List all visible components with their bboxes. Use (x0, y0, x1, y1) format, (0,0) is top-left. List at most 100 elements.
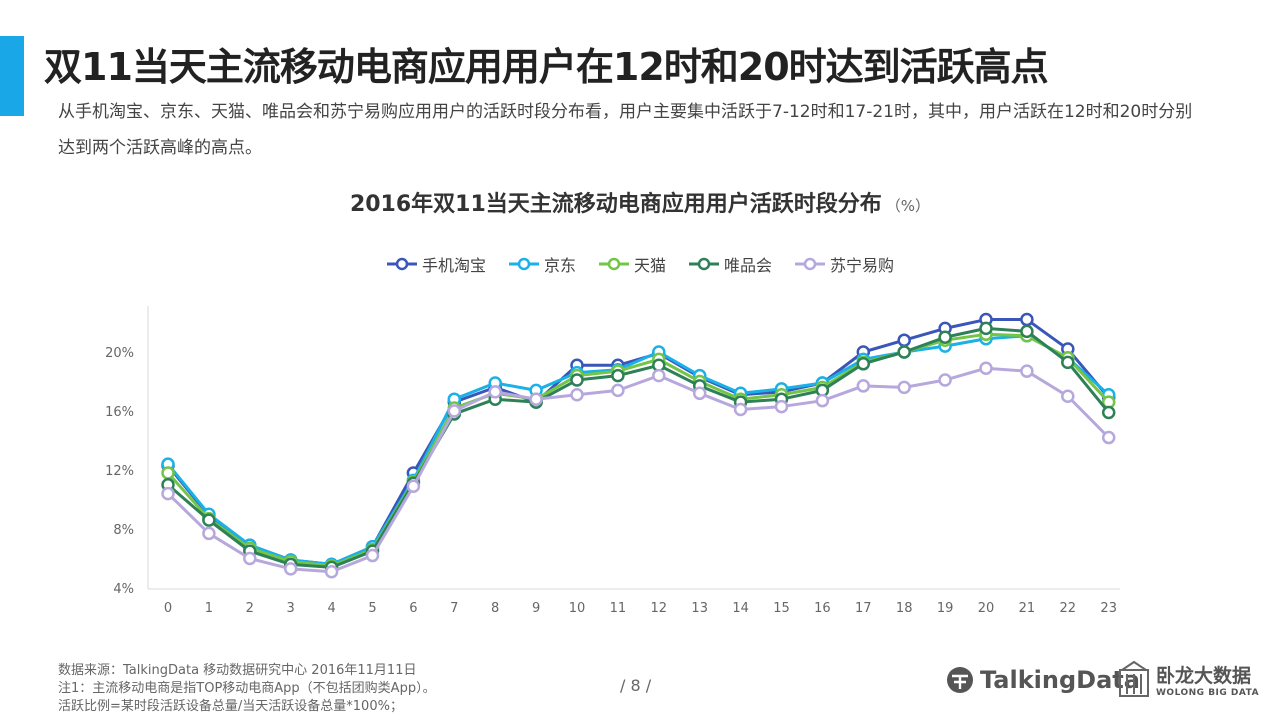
y-tick-label: 20% (105, 346, 134, 361)
data-point (897, 380, 911, 395)
x-tick-label: 18 (896, 601, 913, 616)
footer-note-1: 注1：主流移动电商是指TOP移动电商App（不包括团购类App）。 (58, 681, 436, 696)
data-point (856, 379, 871, 393)
wolong-logo: 卧龙大数据 WOLONG BIG DATA (1118, 660, 1259, 698)
talkingdata-logo: TalkingData (946, 666, 1140, 694)
legend-label: 苏宁易购 (830, 256, 895, 275)
data-point (1061, 389, 1075, 403)
data-point (815, 393, 830, 408)
chart-unit: （%） (885, 197, 931, 215)
series-line (166, 332, 1110, 568)
legend-swatch (689, 257, 719, 271)
data-point (979, 321, 993, 336)
x-tick-label: 16 (814, 601, 831, 616)
x-tick-label: 9 (532, 601, 540, 616)
x-tick-label: 15 (773, 601, 790, 616)
x-tick-label: 4 (327, 601, 335, 616)
y-tick-label: 12% (105, 464, 134, 479)
y-tick-label: 4% (113, 582, 134, 597)
data-point (856, 357, 871, 371)
legend-swatch (386, 257, 417, 271)
wolong-name-en: WOLONG BIG DATA (1156, 687, 1260, 698)
x-tick-label: 3 (287, 601, 295, 616)
legend-label: 天猫 (633, 256, 666, 275)
data-point (570, 388, 584, 402)
x-tick-label: 23 (1100, 601, 1117, 616)
data-point (161, 486, 175, 501)
legend-label: 手机淘宝 (421, 256, 486, 275)
data-point (692, 386, 707, 401)
data-point (1061, 355, 1075, 370)
data-point (652, 368, 666, 383)
y-tick-label: 16% (105, 405, 134, 420)
chart-legend: 手机淘宝 京东 天猫 唯品会 苏宁易购 (0, 252, 1280, 276)
data-point (324, 565, 339, 579)
x-tick-label: 7 (450, 601, 458, 616)
chart-title: 2016年双11当天主流移动电商应用用户活跃时段分布 （%） (0, 186, 1280, 218)
data-point (1101, 405, 1116, 420)
legend-label: 京东 (543, 256, 576, 275)
data-point (1020, 324, 1034, 339)
data-point (774, 399, 789, 414)
data-point (1101, 430, 1116, 445)
series-line (166, 318, 1110, 566)
data-point (979, 361, 993, 375)
data-point (243, 551, 257, 566)
data-point (365, 548, 380, 563)
x-tick-label: 14 (732, 601, 749, 616)
x-tick-label: 19 (937, 601, 954, 616)
title-accent-bar (0, 36, 24, 116)
x-tick-label: 0 (164, 601, 172, 616)
legend-item: 苏宁易购 (794, 252, 894, 276)
series-0 (161, 312, 1116, 572)
data-point (202, 526, 216, 541)
legend-item: 京东 (508, 252, 576, 276)
chart-title-text: 2016年双11当天主流移动电商应用用户活跃时段分布 (349, 192, 882, 217)
series-2 (161, 327, 1116, 573)
data-point (1020, 312, 1034, 327)
legend-item: 天猫 (598, 252, 666, 276)
talkingdata-icon (947, 667, 973, 693)
x-tick-label: 8 (491, 601, 499, 616)
x-tick-label: 17 (855, 601, 872, 616)
x-tick-label: 21 (1019, 601, 1036, 616)
x-tick-label: 22 (1060, 601, 1077, 616)
legend-item: 唯品会 (688, 252, 772, 276)
x-tick-label: 13 (691, 601, 708, 616)
data-point (938, 330, 952, 344)
x-tick-label: 10 (569, 601, 586, 616)
data-point (897, 333, 911, 347)
x-tick-label: 2 (246, 601, 254, 616)
legend-swatch (508, 257, 539, 271)
series-4 (161, 361, 1116, 579)
legend-label: 唯品会 (724, 256, 773, 275)
series-line (167, 326, 1110, 569)
x-tick-label: 12 (651, 601, 668, 616)
footer-source: 数据来源：TalkingData 移动数据研究中心 2016年11月11日 (58, 663, 417, 678)
data-point (611, 368, 625, 383)
data-point (733, 402, 748, 417)
slide-title: 双11当天主流移动电商应用用户在12时和20时达到活跃高点 (44, 45, 1049, 89)
data-point (570, 373, 584, 387)
data-point (488, 385, 502, 399)
data-point (938, 373, 952, 387)
data-point (161, 466, 175, 480)
footer-note-2: 活跃比例=某时段活跃设备总量/当天活跃设备总量*100%； (58, 699, 403, 714)
data-point (897, 345, 911, 359)
footer-notes: 数据来源：TalkingData 移动数据研究中心 2016年11月11日 注1… (58, 662, 436, 716)
series-line (166, 366, 1110, 574)
legend-item: 手机淘宝 (386, 252, 486, 276)
data-point (611, 383, 625, 398)
x-tick-label: 11 (610, 601, 627, 616)
x-tick-label: 20 (978, 601, 995, 616)
wolong-building-icon (1119, 660, 1149, 697)
data-point (406, 479, 421, 493)
legend-swatch (598, 257, 629, 271)
legend-swatch (795, 257, 826, 271)
x-tick-label: 6 (409, 601, 417, 616)
x-tick-label: 5 (368, 601, 376, 616)
data-point (1020, 364, 1034, 378)
slide-summary: 从手机淘宝、京东、天猫、唯品会和苏宁易购应用用户的活跃时段分布看，用户主要集中活… (58, 102, 1193, 158)
data-point (529, 392, 543, 406)
